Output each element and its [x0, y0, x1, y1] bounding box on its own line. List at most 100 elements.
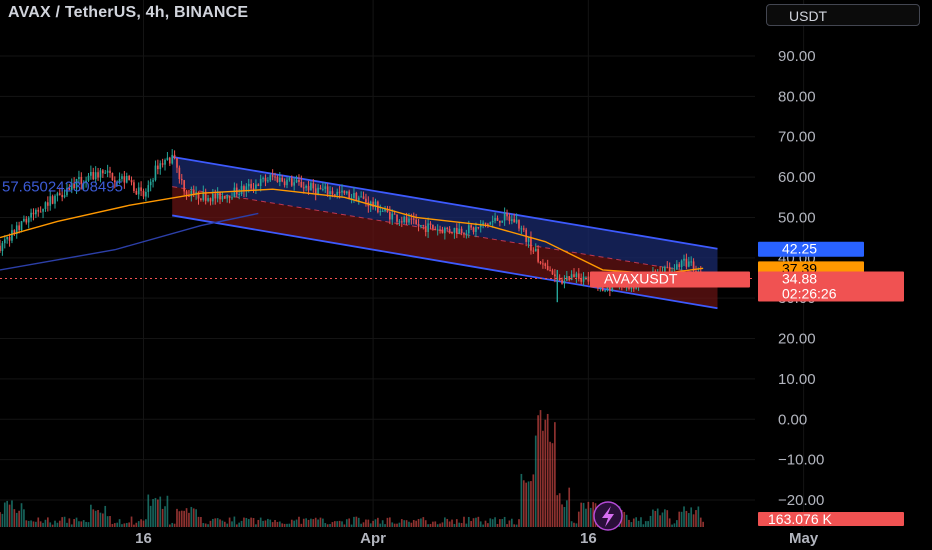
candle-body — [192, 190, 195, 195]
volume-bar — [647, 521, 649, 527]
candle-body — [530, 237, 532, 251]
volume-bar — [680, 511, 683, 527]
volume-bar — [94, 510, 97, 527]
volume-bar — [671, 524, 673, 527]
volume-bar — [477, 516, 480, 527]
volume-bar — [32, 521, 35, 527]
candle-body — [3, 239, 6, 244]
candle-body — [128, 175, 130, 181]
candle-body — [360, 196, 362, 198]
candle-body — [463, 233, 465, 235]
volume-bar — [489, 518, 492, 527]
volume-bar — [652, 509, 654, 527]
volume-bar — [39, 521, 42, 527]
channel-lower-line — [172, 214, 718, 310]
candle-body — [90, 171, 92, 176]
volume-bar — [288, 523, 291, 527]
y-tick-label: −20.00 — [778, 492, 824, 509]
volume-bar — [666, 510, 669, 527]
volume-bar — [223, 521, 226, 527]
volume-bar — [35, 521, 37, 527]
volume-bar — [544, 419, 547, 527]
volume-bar — [393, 523, 396, 527]
volume-bar — [300, 523, 303, 527]
candle-body — [202, 191, 205, 200]
candle-body — [25, 218, 28, 223]
volume-bar — [510, 518, 513, 527]
volume-bar — [97, 509, 99, 527]
volume-bar — [487, 523, 489, 527]
candle-body — [501, 220, 504, 223]
candle-body — [221, 195, 224, 200]
currency-button[interactable]: USDT — [766, 4, 920, 26]
slow-ma-polyline — [0, 212, 259, 271]
candle-body — [477, 227, 480, 229]
candle-body — [125, 175, 128, 183]
candle-body — [20, 221, 23, 231]
candle-body — [42, 208, 44, 212]
volume-bar — [269, 519, 272, 527]
candle-body — [223, 195, 226, 199]
candle-body — [46, 202, 49, 206]
candle-body — [293, 182, 296, 186]
volume-bar — [276, 521, 279, 527]
candle-body — [405, 216, 408, 223]
volume-bar — [702, 521, 704, 527]
volume-bar — [80, 521, 83, 527]
volume-bar — [362, 522, 365, 527]
volume-bar — [494, 517, 496, 527]
candle-body — [180, 178, 183, 181]
volume-bar — [644, 521, 647, 527]
volume-bar — [463, 516, 465, 527]
volume-bar — [116, 522, 119, 527]
candle-body — [680, 260, 683, 267]
volume-bar — [676, 520, 678, 527]
candle-body — [687, 261, 690, 267]
candle-body — [68, 187, 71, 190]
volume-bar — [13, 509, 16, 527]
candle-body — [429, 223, 432, 225]
volume-bar — [70, 524, 73, 527]
candle-body — [92, 171, 95, 180]
candle-body — [520, 228, 523, 230]
candle-body — [30, 212, 32, 218]
candle-body — [384, 208, 386, 211]
candle-body — [577, 273, 580, 279]
volume-bar — [161, 508, 164, 527]
candle-body — [632, 286, 635, 289]
volume-bar — [683, 506, 685, 527]
candle-body — [467, 225, 470, 234]
candle-body — [231, 197, 233, 199]
volume-bar — [628, 519, 630, 527]
volume-bar — [310, 518, 312, 527]
ma-line — [0, 188, 704, 275]
candle-body — [104, 172, 107, 174]
volume-bar — [374, 519, 377, 527]
volume-bar — [140, 519, 142, 527]
volume-bar — [491, 519, 494, 527]
candle-body — [130, 180, 133, 183]
candle-body — [314, 188, 317, 194]
volume-bar — [75, 517, 78, 527]
volume-bar — [106, 516, 109, 527]
volume-bar — [23, 509, 25, 527]
y-tick-label: 60.00 — [778, 169, 816, 186]
candle-body — [415, 219, 417, 224]
candle-body — [219, 191, 221, 200]
volume-bar — [372, 520, 374, 527]
volume-bar — [338, 520, 341, 527]
volume-bar — [176, 508, 178, 527]
volume-bar — [331, 522, 334, 527]
volume-bar — [558, 493, 561, 527]
y-tick-label: 90.00 — [778, 48, 816, 65]
volume-bar — [142, 520, 145, 527]
candle-body — [628, 287, 630, 289]
volume-bar — [470, 521, 472, 527]
candle-body — [326, 186, 329, 195]
lightning-icon[interactable] — [593, 501, 623, 531]
candle-body — [197, 192, 200, 199]
volume-bar — [42, 522, 44, 527]
candle-body — [168, 157, 171, 164]
candle-body — [398, 221, 401, 223]
